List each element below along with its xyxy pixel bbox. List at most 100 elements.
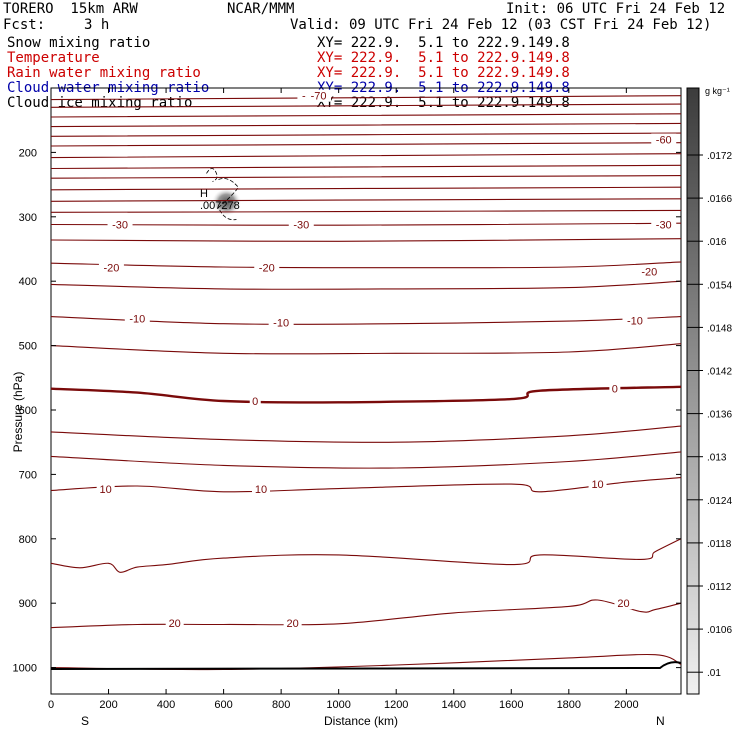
temperature-contour	[50, 186, 682, 191]
temperature-contour	[50, 164, 682, 170]
contour-label-bg	[107, 218, 133, 231]
contour-label-bg	[614, 597, 633, 610]
contour-label: 20	[617, 598, 629, 610]
cloud-ice-contour	[206, 168, 239, 221]
colorbar-tick-label: .0112	[707, 582, 732, 593]
field-xy-snow: XY= 222.9. 5.1 to 222.9.149.8	[317, 35, 570, 51]
contour-label: 20	[169, 618, 181, 630]
contour-label: 0	[612, 384, 618, 396]
contour-label: -30	[656, 220, 672, 232]
x-tick-label: 1400	[441, 699, 465, 711]
y-axis-title: Pressure (hPa)	[11, 371, 25, 453]
contour-label: -20	[259, 263, 275, 275]
colorbar-tick-label: .0136	[707, 410, 732, 421]
y-tick-label: 300	[19, 212, 37, 224]
temperature-contour	[50, 209, 682, 213]
max-value: .007278	[200, 200, 240, 212]
colorbar-tick-label: .0124	[707, 496, 732, 507]
x-tick-label: 1600	[499, 699, 523, 711]
contour-label: -10	[129, 314, 145, 326]
temperature-contour	[50, 103, 682, 108]
x-tick-label: 1000	[326, 699, 350, 711]
y-tick-label: 400	[19, 276, 37, 288]
field-name-rain: Rain water mixing ratio	[7, 65, 201, 81]
x-tick-label: 200	[99, 699, 117, 711]
temperature-contour	[50, 113, 682, 118]
contour-label: -10	[273, 317, 289, 329]
colorbar-tick-label: .01	[707, 668, 721, 679]
field-name-snow: Snow mixing ratio	[7, 35, 151, 51]
colorbar-tick-label: .016	[707, 237, 727, 248]
contour-label-bg	[609, 382, 621, 395]
temperature-contour	[50, 316, 682, 325]
temperature-contour	[50, 153, 682, 159]
init-time: Init: 06 UTC Fri 24 Feb 12	[506, 1, 726, 17]
contour-label: -30	[293, 220, 309, 232]
contour-label-bg	[651, 218, 677, 231]
contour-label-bg	[165, 617, 184, 630]
colorbar	[686, 87, 700, 695]
temperature-contour	[50, 451, 682, 469]
x-tick-label: 0	[48, 699, 54, 711]
colorbar-tick-label: .0172	[707, 151, 732, 162]
temperature-contour	[50, 175, 682, 179]
contour-label-bg	[636, 265, 662, 278]
y-tick-label: 900	[19, 598, 37, 610]
contour-label-bg	[268, 316, 294, 329]
contour-label: -20	[641, 267, 657, 279]
contour-label-bg	[283, 617, 302, 630]
temperature-contour	[50, 95, 682, 101]
surface-line	[50, 661, 682, 670]
x-tick-label: 1200	[384, 699, 408, 711]
south-label: S	[81, 714, 90, 728]
contour-label: -30	[112, 220, 128, 232]
temperature-contour	[50, 280, 682, 290]
contour-label-bg	[96, 483, 115, 496]
colorbar-tick-label: .0154	[707, 280, 732, 291]
contour-label-bg	[306, 89, 332, 102]
field-name-temperature: Temperature	[7, 50, 100, 66]
max-marker: H	[200, 188, 208, 200]
contour-label-bg	[249, 394, 261, 407]
contour-label-bg	[252, 483, 270, 496]
contour-label-bg	[288, 218, 314, 231]
x-axis-title: Distance (km)	[323, 714, 398, 728]
contour-label: -60	[656, 135, 672, 147]
contour-label: 10	[255, 484, 267, 496]
colorbar-tick-label: .0118	[707, 539, 732, 550]
y-tick-label: 500	[19, 341, 37, 353]
snow-shading-blob	[211, 189, 242, 218]
field-xy-temperature: XY= 222.9. 5.1 to 222.9.149.8	[317, 50, 570, 66]
y-tick-label: 1000	[13, 663, 37, 675]
x-tick-label: 600	[214, 699, 232, 711]
valid-time: Valid: 09 UTC Fri 24 Feb 12 (03 CST Fri …	[290, 17, 712, 33]
plot-frame	[50, 87, 682, 695]
colorbar-tick-label: .013	[707, 453, 727, 464]
contour-label-bg	[98, 261, 124, 274]
x-tick-label: 800	[272, 699, 290, 711]
colorbar-tick-label: .0148	[707, 323, 732, 334]
contour-label: 0	[252, 396, 258, 408]
contour-label-bg	[622, 314, 648, 327]
contour-label: -20	[103, 263, 119, 275]
y-tick-label: 200	[19, 147, 37, 159]
colorbar-tick-label: .0166	[707, 194, 732, 205]
temperature-contour	[50, 238, 682, 242]
temperature-contour	[50, 132, 682, 137]
y-tick-label: 600	[19, 405, 37, 417]
colorbar-unit: g kg⁻¹	[705, 86, 730, 96]
colorbar-tick-label: .0106	[707, 625, 732, 636]
temperature-contour	[50, 222, 682, 226]
contour-label: 10	[100, 484, 112, 496]
temperature-contour	[50, 425, 682, 443]
y-tick-label: 700	[19, 469, 37, 481]
model-title: TORERO 15km ARW	[3, 1, 138, 17]
fcst-value: 3 h	[84, 17, 110, 33]
y-tick-label: 800	[19, 534, 37, 546]
x-tick-label: 1800	[557, 699, 581, 711]
contour-label-bg	[651, 133, 677, 146]
temperature-contour	[50, 343, 682, 355]
contour-label-bg	[124, 312, 150, 325]
contour-label-bg	[254, 261, 280, 274]
